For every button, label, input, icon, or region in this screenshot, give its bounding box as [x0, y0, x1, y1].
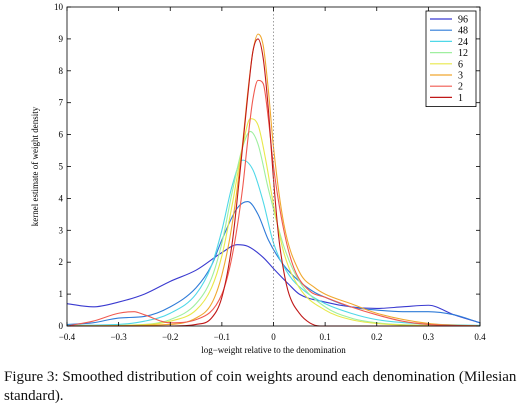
series-line-3 — [66, 33, 481, 327]
y-tick-label: 1 — [59, 289, 64, 299]
x-tick-label: 0.1 — [320, 332, 331, 342]
y-tick-label: 9 — [59, 34, 64, 44]
series-line-48 — [66, 201, 481, 325]
series-line-2 — [66, 79, 481, 327]
x-tick-label: 0 — [271, 332, 276, 342]
y-tick-label: 7 — [59, 98, 64, 108]
y-axis-label: kernel estimate of weight density — [30, 106, 40, 226]
x-tick-label: 0.2 — [371, 332, 382, 342]
legend-label-96: 96 — [458, 15, 468, 26]
series-line-24 — [66, 159, 481, 326]
y-tick-label: 6 — [59, 130, 64, 140]
legend-label-12: 12 — [458, 48, 468, 59]
y-tick-label: 4 — [59, 193, 64, 203]
x-tick-label: −0.4 — [59, 332, 76, 342]
y-tick-label: 2 — [59, 257, 64, 267]
series-layer — [66, 33, 481, 327]
legend-label-24: 24 — [458, 37, 468, 48]
axis-ticks: −0.4 −0.3 −0.2 −0.1 0 0.1 0.2 0.3 0.401234567891… — [54, 2, 486, 342]
y-tick-label: 10 — [54, 2, 64, 12]
legend-label-3: 3 — [458, 71, 463, 82]
y-tick-label: 0 — [59, 321, 64, 331]
legend-label-48: 48 — [458, 26, 468, 37]
x-tick-label: 0.3 — [423, 332, 435, 342]
series-line-6 — [66, 118, 481, 327]
legend-label-2: 2 — [458, 82, 463, 93]
x-axis-label: log−weight relative to the denomination — [201, 345, 346, 355]
x-tick-label: −0.3 — [110, 332, 127, 342]
series-line-96 — [66, 244, 481, 324]
figure-caption: Figure 3: Smoothed distribution of coin … — [4, 369, 517, 404]
x-tick-label: −0.2 — [162, 332, 178, 342]
y-tick-label: 5 — [59, 162, 64, 172]
legend-label-1: 1 — [458, 93, 463, 104]
legend-label-6: 6 — [458, 59, 463, 70]
x-tick-label: 0.4 — [474, 332, 486, 342]
y-tick-label: 8 — [59, 66, 64, 76]
series-line-12 — [66, 130, 481, 327]
legend-box — [425, 10, 477, 107]
y-tick-label: 3 — [59, 225, 64, 235]
x-tick-label: −0.1 — [214, 332, 230, 342]
